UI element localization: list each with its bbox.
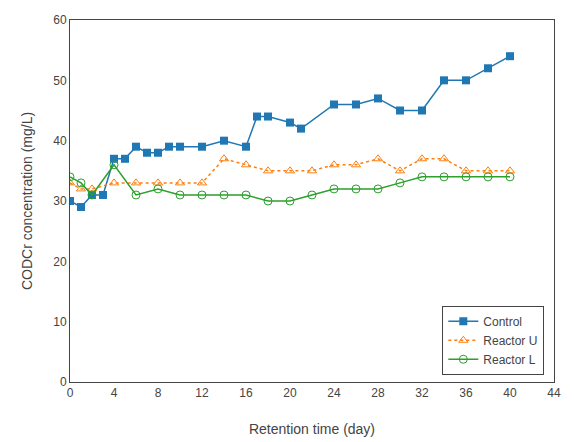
svg-text:4: 4 — [111, 386, 118, 400]
svg-text:Reactor L: Reactor L — [483, 353, 535, 367]
svg-text:0: 0 — [60, 375, 67, 389]
svg-text:40: 40 — [503, 386, 517, 400]
svg-text:36: 36 — [459, 386, 473, 400]
svg-text:0: 0 — [67, 386, 74, 400]
svg-text:50: 50 — [53, 74, 67, 88]
svg-text:30: 30 — [53, 194, 67, 208]
svg-text:8: 8 — [155, 386, 162, 400]
svg-text:Reactor U: Reactor U — [483, 334, 537, 348]
svg-text:12: 12 — [195, 386, 209, 400]
svg-text:Retention time (day): Retention time (day) — [249, 421, 375, 437]
svg-text:28: 28 — [371, 386, 385, 400]
svg-text:60: 60 — [53, 13, 67, 27]
svg-text:40: 40 — [53, 134, 67, 148]
svg-text:Control: Control — [483, 315, 522, 329]
svg-text:16: 16 — [239, 386, 253, 400]
svg-text:10: 10 — [53, 315, 67, 329]
svg-text:CODCr concentration (mg/L): CODCr concentration (mg/L) — [19, 112, 35, 290]
svg-text:24: 24 — [327, 386, 341, 400]
svg-text:20: 20 — [283, 386, 297, 400]
svg-text:20: 20 — [53, 255, 67, 269]
svg-text:32: 32 — [415, 386, 429, 400]
svg-text:44: 44 — [547, 386, 561, 400]
